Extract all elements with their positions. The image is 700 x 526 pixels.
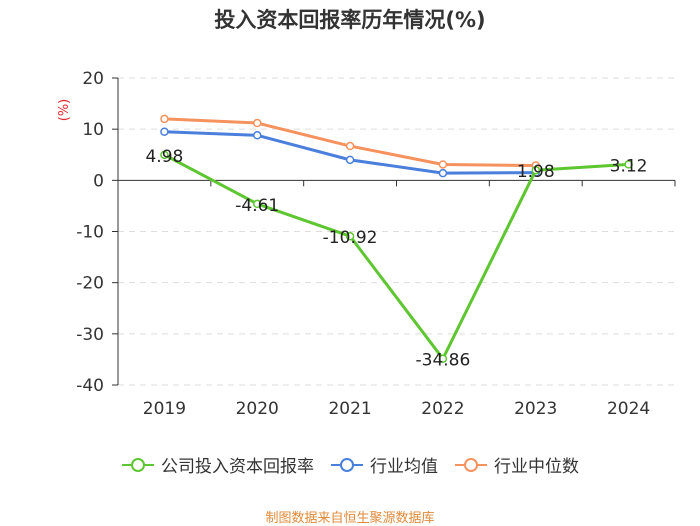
data-point [253,199,262,209]
y-tick-label: -20 [76,274,104,294]
data-point [438,168,448,178]
data-point [345,141,355,151]
x-tick-label: 2022 [421,399,464,419]
data-point [345,231,355,241]
y-tick-label: -30 [76,325,104,345]
data-label: -10.92 [323,228,378,248]
legend-marker-industry-mean [331,457,363,472]
source-note: 制图数据来自恒生聚源数据库 [265,511,435,526]
legend-marker-company [122,457,154,472]
data-point [160,150,169,160]
x-tick-label: 2021 [328,399,371,419]
data-point [160,114,169,124]
y-tick-label: -10 [76,223,104,243]
legend: 公司投入资本回报率 行业均值 行业中位数 [0,452,700,477]
legend-item-company[interactable]: 公司投入资本回报率 [121,452,314,477]
data-point [438,160,448,169]
series-line [163,153,629,361]
series-line [164,130,536,175]
x-tick-label: 2020 [236,399,279,419]
x-tick-label: 2024 [607,399,650,419]
data-point [253,118,262,128]
data-point [624,160,633,169]
y-tick-label: 10 [82,120,104,140]
data-label: -34.86 [416,351,471,371]
data-point [531,165,540,175]
data-point [345,155,355,165]
legend-item-industry-mean[interactable]: 行业均值 [330,452,438,477]
data-point [253,131,262,140]
data-label: 1.98 [517,162,555,182]
y-tick-label: 0 [93,171,104,191]
legend-marker-industry-median [455,457,487,472]
data-label: 4.98 [145,147,183,167]
data-label: -4.61 [235,196,279,216]
data-label: 3.12 [610,156,648,176]
legend-item-industry-median[interactable]: 行业中位数 [454,452,579,477]
chart-title: 投入资本回报率历年情况(%) [214,8,486,32]
legend-label-industry-mean: 行业均值 [370,457,438,477]
y-axis-label: (%) [57,99,72,122]
x-tick-label: 2019 [143,399,186,419]
x-tick-label: 2023 [514,399,557,419]
legend-label-industry-median: 行业中位数 [494,457,579,477]
y-tick-label: -40 [76,376,104,396]
data-point [160,127,169,136]
data-point [438,354,448,363]
y-tick-label: 20 [82,69,104,89]
legend-label-company: 公司投入资本回报率 [161,457,314,477]
